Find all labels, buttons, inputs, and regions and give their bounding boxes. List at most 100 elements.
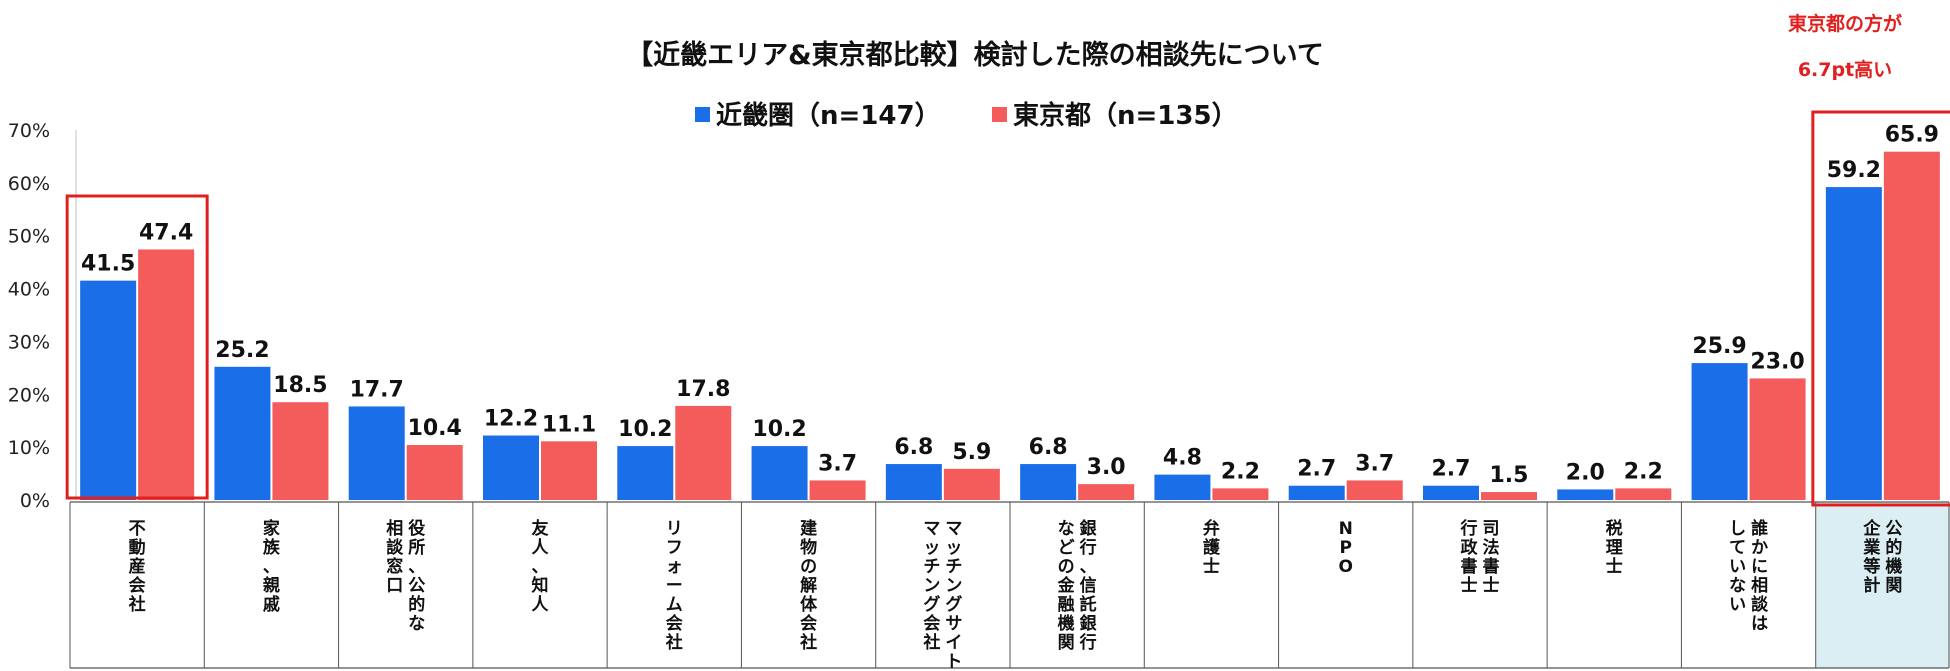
category-label-char: 、 (532, 557, 549, 577)
data-label-kinki: 2.7 (1432, 457, 1471, 482)
category-label-char: に (1751, 557, 1768, 577)
data-label-tokyo: 10.4 (408, 416, 462, 441)
category-label-char: は (1751, 614, 1768, 634)
category-label-char: い (1729, 595, 1746, 615)
legend-label-kinki: 近畿圏（n=147） (716, 101, 941, 131)
category-label-char: チ (923, 557, 940, 577)
highlight-box-public (1811, 110, 1950, 507)
bar-kinki (617, 446, 674, 500)
category-label-char: 銀 (1080, 518, 1097, 539)
category-label-char: 公 (408, 576, 425, 596)
category-label-char: リ (666, 519, 683, 539)
category-label-char: 窓 (386, 556, 403, 577)
category-label-char: の (800, 557, 817, 577)
category-label-char: 社 (922, 632, 940, 653)
category-label-char: 、 (1080, 557, 1097, 577)
category-label-char: 関 (1885, 576, 1902, 596)
category-label-char: 役 (408, 518, 425, 539)
category-label-char: 信 (1080, 575, 1097, 596)
category-label-char: チ (945, 557, 962, 577)
category-label-char: 社 (799, 632, 817, 653)
category-label-char: 戚 (263, 594, 280, 615)
category-label-char: 公 (1885, 519, 1902, 539)
category-label-char: グ (923, 594, 940, 615)
category-label-char: 会 (129, 575, 146, 596)
data-label-kinki: 41.5 (81, 252, 135, 277)
data-label-tokyo: 65.9 (1885, 123, 1939, 148)
category-label-char: 弁 (1203, 518, 1220, 539)
bar-tokyo (1615, 488, 1672, 500)
category-label-char: 産 (129, 556, 146, 577)
data-label-kinki: 6.8 (1029, 435, 1068, 460)
bar-kinki (1288, 485, 1345, 500)
category-label-char: 等 (1863, 556, 1880, 577)
data-label-kinki: 2.7 (1297, 457, 1336, 482)
category-label-char: 書 (1483, 556, 1500, 577)
data-label-kinki: 59.2 (1827, 158, 1881, 183)
category-label-char: て (1729, 538, 1746, 558)
category-label-char: P (1339, 538, 1351, 558)
bar-kinki (483, 435, 539, 500)
y-tick-label: 20% (8, 384, 50, 406)
data-label-tokyo: 1.5 (1490, 463, 1529, 488)
category-label-char: 理 (1606, 538, 1623, 558)
bar-kinki (1557, 489, 1614, 500)
category-label-char: 動 (129, 537, 146, 558)
category-label-char: 的 (408, 594, 425, 615)
category-label-char: な (1729, 576, 1746, 596)
legend-swatch-kinki (695, 107, 710, 122)
category-label-char: ー (666, 576, 683, 596)
y-tick-label: 0% (20, 490, 50, 512)
data-label-tokyo: 11.1 (542, 412, 596, 437)
category-label-char: フ (666, 538, 683, 558)
category-label-char: 士 (1606, 556, 1623, 577)
category-label-char: 業 (1863, 537, 1880, 558)
category-label-char: イ (945, 633, 962, 653)
annotation: 東京都の方が 6.7pt高い (1788, 12, 1902, 81)
category-label-char: 、 (408, 557, 425, 577)
data-label-tokyo: 3.7 (818, 451, 857, 476)
category-label-char: 談 (386, 537, 404, 558)
annotation-line-2: 6.7pt高い (1798, 58, 1892, 81)
y-tick-label: 50% (8, 226, 50, 248)
category-label-char: 談 (1751, 594, 1769, 615)
category-label-char: 士 (1461, 575, 1478, 596)
highlight-box-fudosan (65, 194, 209, 500)
annotation-line-1: 東京都の方が (1788, 12, 1902, 35)
data-label-kinki: 2.0 (1566, 460, 1605, 485)
bars (80, 151, 1940, 501)
bar-kinki (751, 446, 808, 500)
data-label-kinki: 4.8 (1163, 446, 1202, 471)
category-label-char: マ (923, 519, 940, 539)
data-label-tokyo: 2.2 (1221, 459, 1260, 484)
bar-kinki (214, 366, 271, 500)
shaded-cell (1815, 502, 1950, 668)
y-tick-label: 40% (8, 279, 50, 301)
bar-tokyo (1346, 480, 1403, 500)
y-tick-label: 10% (8, 437, 50, 459)
category-label-char: 人 (532, 538, 550, 558)
category-label-char: 託 (1080, 594, 1097, 615)
bar-tokyo (1078, 484, 1135, 500)
data-label-tokyo: 5.9 (952, 440, 991, 465)
category-label-char: ッ (923, 538, 940, 558)
category-label-char: ど (1058, 538, 1075, 558)
category-label-char: な (408, 614, 425, 634)
category-label-char: 、 (263, 557, 280, 577)
category-label-char: ォ (666, 557, 683, 577)
category-label-char: N (1339, 519, 1353, 539)
category-label-char: 友 (532, 518, 549, 539)
category-label-char: 司 (1483, 519, 1500, 539)
category-label-char: 相 (1751, 575, 1768, 596)
category-label-char: 所 (408, 538, 425, 558)
legend-swatch-tokyo (992, 107, 1007, 122)
category-label-char: 護 (1203, 537, 1221, 558)
data-label-tokyo: 17.8 (676, 377, 730, 402)
bar-tokyo (272, 402, 329, 500)
y-axis: 0% 10% 20% 30% 40% 50% 60% 70% (8, 120, 77, 512)
data-label-tokyo: 23.0 (1750, 349, 1804, 374)
chart-title: 【近畿エリア&東京都比較】検討した際の相談先について (626, 39, 1324, 71)
category-label-char: 口 (386, 576, 403, 596)
data-label-kinki: 10.2 (752, 417, 806, 442)
bar-tokyo (943, 468, 1000, 500)
